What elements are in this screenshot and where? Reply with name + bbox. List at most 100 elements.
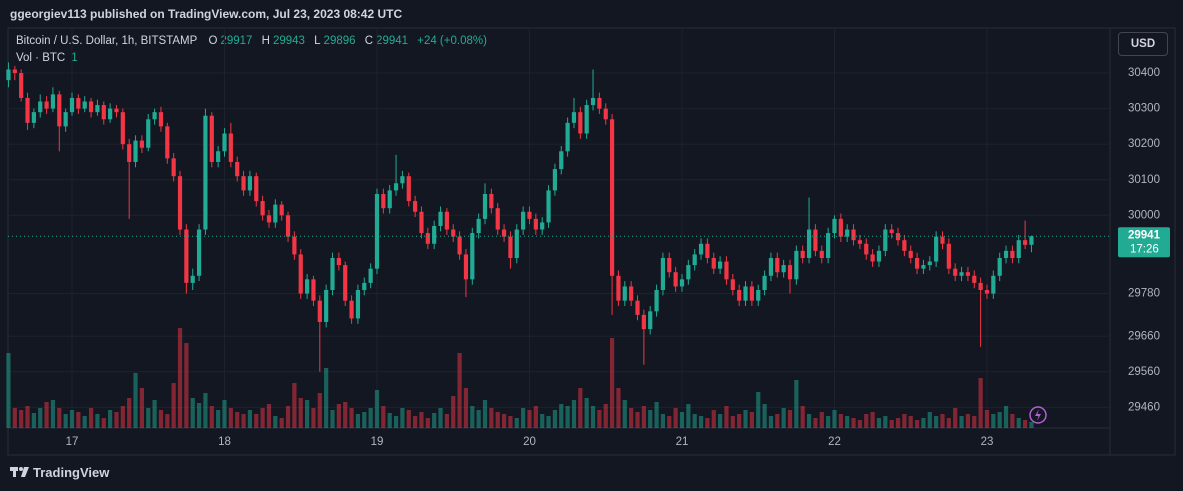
candle-body [254, 176, 259, 202]
volume-bar [870, 412, 875, 428]
ohlc-label: H [261, 35, 270, 47]
volume-bar [997, 412, 1002, 428]
candle-body [266, 215, 272, 223]
volume-bar [972, 416, 977, 428]
volume-bar [451, 396, 456, 428]
x-tick-label: 19 [371, 436, 384, 448]
volume-bar [101, 418, 106, 428]
candle-body [406, 176, 411, 202]
candle-body [590, 97, 596, 106]
volume-bar [559, 404, 564, 428]
volume-bar [660, 414, 666, 428]
volume-bar [686, 404, 691, 428]
candle-body [775, 257, 780, 273]
volume-bar [673, 408, 678, 428]
candle-body [927, 261, 932, 266]
candle-body [317, 300, 322, 323]
volume-bar [31, 413, 36, 428]
volume-bar [139, 388, 144, 428]
volume-bar [311, 408, 316, 428]
candle-body [228, 133, 233, 162]
candle-body [787, 265, 793, 280]
candle-body [521, 211, 526, 230]
candle-body [622, 286, 627, 301]
y-tick-label: 29560 [1128, 366, 1160, 378]
candle-body [806, 229, 812, 258]
icon-bolt [1035, 409, 1041, 421]
volume-bar [285, 406, 291, 428]
currency-button[interactable]: USD [1118, 32, 1168, 56]
volume-bar [698, 416, 704, 428]
volume-bar [120, 406, 125, 428]
volume-bar [806, 414, 812, 428]
volume-bar [749, 412, 754, 428]
volume-bar [324, 368, 329, 428]
volume-bar [851, 418, 856, 428]
candle-body [368, 268, 373, 283]
candle-body [222, 133, 227, 152]
x-tick-label: 23 [981, 436, 994, 448]
candle-body [120, 112, 125, 145]
volume-bar [705, 418, 710, 428]
volume-bar [425, 418, 430, 428]
volume-bar [222, 400, 227, 428]
volume-bar [444, 414, 449, 428]
candle-body [165, 126, 170, 159]
y-tick-label: 30300 [1128, 103, 1160, 115]
volume-bar [196, 403, 202, 428]
candle-body [730, 279, 735, 290]
candle-body [438, 211, 443, 226]
candle-body [177, 176, 183, 230]
candle-body [673, 272, 678, 287]
ohlc-value: 29896 [323, 35, 356, 47]
logo-part [21, 467, 29, 477]
volume-bar [984, 410, 990, 428]
candle-body [31, 112, 36, 123]
candle-body [114, 108, 119, 113]
candle-body [419, 211, 424, 234]
volume-bar [489, 408, 494, 428]
volume-bar [813, 418, 818, 428]
volume-bar [463, 388, 469, 428]
volume-bar [800, 406, 805, 428]
candle-body [737, 289, 742, 301]
volume-bar [292, 383, 297, 428]
last-price-label: 29941 [1128, 229, 1161, 241]
candle-body [984, 289, 990, 294]
volume-bar [527, 410, 532, 428]
candle-body [336, 257, 341, 266]
volume-bar [413, 416, 418, 428]
candle-body [832, 218, 837, 234]
y-tick-label: 29460 [1128, 401, 1160, 413]
volume-bar [978, 378, 983, 428]
candle-body [279, 204, 284, 216]
volume-bar [260, 408, 265, 428]
candle-body [946, 243, 951, 269]
volume-bar [95, 414, 100, 428]
volume-bar [1016, 418, 1021, 428]
volume-bar [787, 410, 793, 428]
candle-body [235, 161, 240, 177]
volume-bar [940, 414, 945, 428]
volume-bar [927, 412, 932, 428]
volume-bar [578, 388, 583, 428]
candle-body [749, 286, 754, 301]
ohlc-value: 29943 [272, 35, 305, 47]
candle-body [495, 208, 500, 230]
volume-bar [63, 414, 68, 428]
volume-bar [565, 406, 570, 428]
volume-bar [235, 412, 240, 428]
volume-bar [133, 373, 138, 428]
volume-bar [584, 398, 589, 428]
volume-bar [38, 408, 43, 428]
volume-bar [501, 414, 507, 428]
volume-bar [590, 406, 596, 428]
candle-body [393, 183, 399, 191]
volume-bar [400, 408, 405, 428]
candle-body [648, 311, 653, 330]
volume-bar [781, 408, 786, 428]
volume-bar [895, 418, 901, 428]
candle-body [1003, 250, 1009, 258]
volume-bar [203, 393, 208, 428]
candle-body [883, 229, 888, 251]
